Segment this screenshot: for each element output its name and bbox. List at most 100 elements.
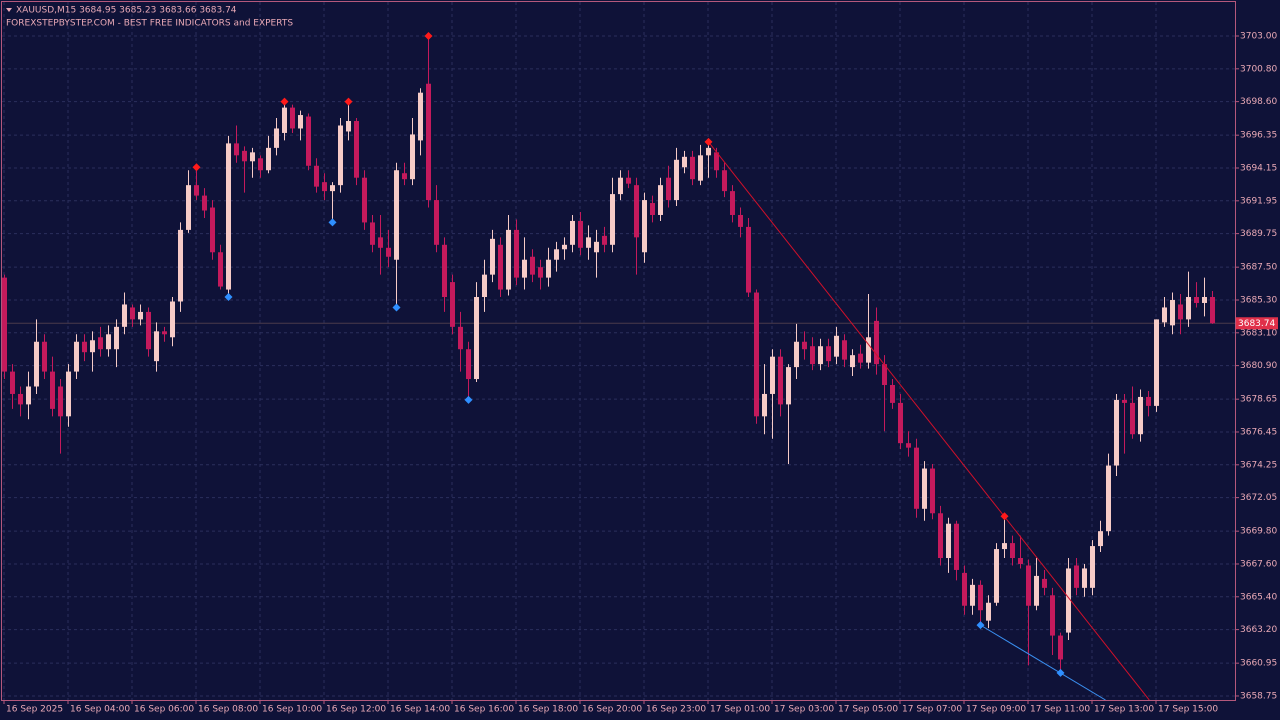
candle-body (178, 229, 183, 302)
y-tick-label: 3694.15 (1240, 163, 1277, 173)
candle-body (538, 267, 543, 278)
candle-body (490, 238, 495, 275)
candle-body (1090, 546, 1095, 588)
fractal-marker (280, 97, 289, 106)
candle-body (322, 182, 327, 192)
y-tick-label: 3687.50 (1240, 263, 1277, 273)
candle-body (706, 147, 711, 156)
candle-body (26, 386, 31, 405)
candle-body (210, 207, 215, 253)
candle-body (930, 468, 935, 514)
candle-body (658, 185, 663, 215)
y-tick-label: 3663.20 (1240, 625, 1277, 635)
candle-body (618, 177, 623, 195)
x-tick-label: 16 Sep 18:00 (518, 705, 578, 715)
y-tick-label: 3674.25 (1240, 460, 1277, 470)
candle-body (146, 311, 151, 350)
candle-body (842, 340, 847, 360)
candle-body (386, 247, 391, 257)
chart-title: XAUUSD,M15 3684.95 3685.23 3683.66 3683.… (16, 6, 237, 16)
candle-body (866, 337, 871, 363)
y-tick-label: 3691.95 (1240, 196, 1277, 206)
candle-body (1170, 299, 1175, 326)
fractal-marker (344, 97, 353, 106)
candle-body (1122, 399, 1127, 403)
candle-body (1162, 307, 1167, 323)
y-tick-label: 3658.75 (1240, 691, 1277, 701)
candle-body (754, 292, 759, 417)
candle-body (1082, 568, 1087, 588)
candle-body (970, 584, 975, 606)
x-tick-label: 17 Sep 11:00 (1030, 705, 1090, 715)
x-tick-label: 17 Sep 05:00 (838, 705, 898, 715)
candle-body (218, 252, 223, 287)
candle-body (154, 331, 159, 362)
candle-body (978, 584, 983, 611)
candle-body (522, 259, 527, 278)
candle-body (410, 134, 415, 180)
x-tick-label: 16 Sep 14:00 (390, 705, 450, 715)
candle-body (378, 237, 383, 248)
candle-body (778, 356, 783, 405)
candle-body (698, 155, 703, 181)
candle-body (482, 274, 487, 298)
candle-body (1074, 565, 1079, 588)
candle-body (474, 297, 479, 380)
candle-body (874, 320, 879, 365)
candle-body (906, 443, 911, 448)
candle-body (58, 386, 63, 417)
candle-body (554, 249, 559, 260)
y-tick-label: 3678.65 (1240, 395, 1277, 405)
candle-body (2, 277, 7, 372)
fractal-marker (424, 32, 433, 41)
candle-body (1210, 297, 1215, 324)
candle-body (162, 331, 167, 335)
x-tick-label: 17 Sep 13:00 (1094, 705, 1154, 715)
candle-body (858, 353, 863, 363)
axes: 3703.00 3700.80 3698.60 3696.35 3694.15 3691.… (3, 32, 1278, 715)
candle-body (66, 371, 71, 417)
candle-body (546, 259, 551, 278)
candle-body (1186, 297, 1191, 320)
candle-body (98, 337, 103, 350)
x-tick-label: 17 Sep 03:00 (774, 705, 834, 715)
candle-body (1010, 543, 1015, 559)
candle-body (786, 367, 791, 405)
candle-body (466, 349, 471, 380)
candle-body (586, 237, 591, 248)
candle-body (506, 229, 511, 290)
x-tick-label: 16 Sep 10:00 (262, 705, 322, 715)
candle-body (42, 341, 47, 372)
candle-body (666, 177, 671, 201)
candle-body (890, 385, 895, 403)
candle-body (1042, 578, 1047, 588)
fractal-marker (392, 303, 401, 312)
candle-body (1034, 575, 1039, 606)
candle-body (426, 83, 431, 201)
candle-body (1106, 465, 1111, 532)
fractal-marker (192, 163, 201, 172)
candle-body (306, 116, 311, 166)
candle-body (850, 355, 855, 368)
candle-body (1194, 297, 1199, 303)
x-tick-label: 16 Sep 16:00 (454, 705, 514, 715)
candle-body (682, 156, 687, 168)
candle-body (746, 226, 751, 293)
plot-area (2, 32, 1235, 700)
candle-body (450, 282, 455, 327)
candle-body (602, 235, 607, 245)
candle-body (826, 346, 831, 362)
x-tick-label: 17 Sep 01:00 (710, 705, 770, 715)
candle-body (274, 128, 279, 148)
candle-body (1202, 297, 1207, 303)
candle-body (10, 371, 15, 394)
candle-body (90, 340, 95, 353)
candle-body (922, 468, 927, 509)
x-tick-label: 16 Sep 12:00 (326, 705, 386, 715)
grid (2, 2, 1235, 700)
candle-body (962, 572, 967, 606)
candle-body (714, 152, 719, 171)
candle-body (354, 121, 359, 178)
candle-body (674, 159, 679, 201)
